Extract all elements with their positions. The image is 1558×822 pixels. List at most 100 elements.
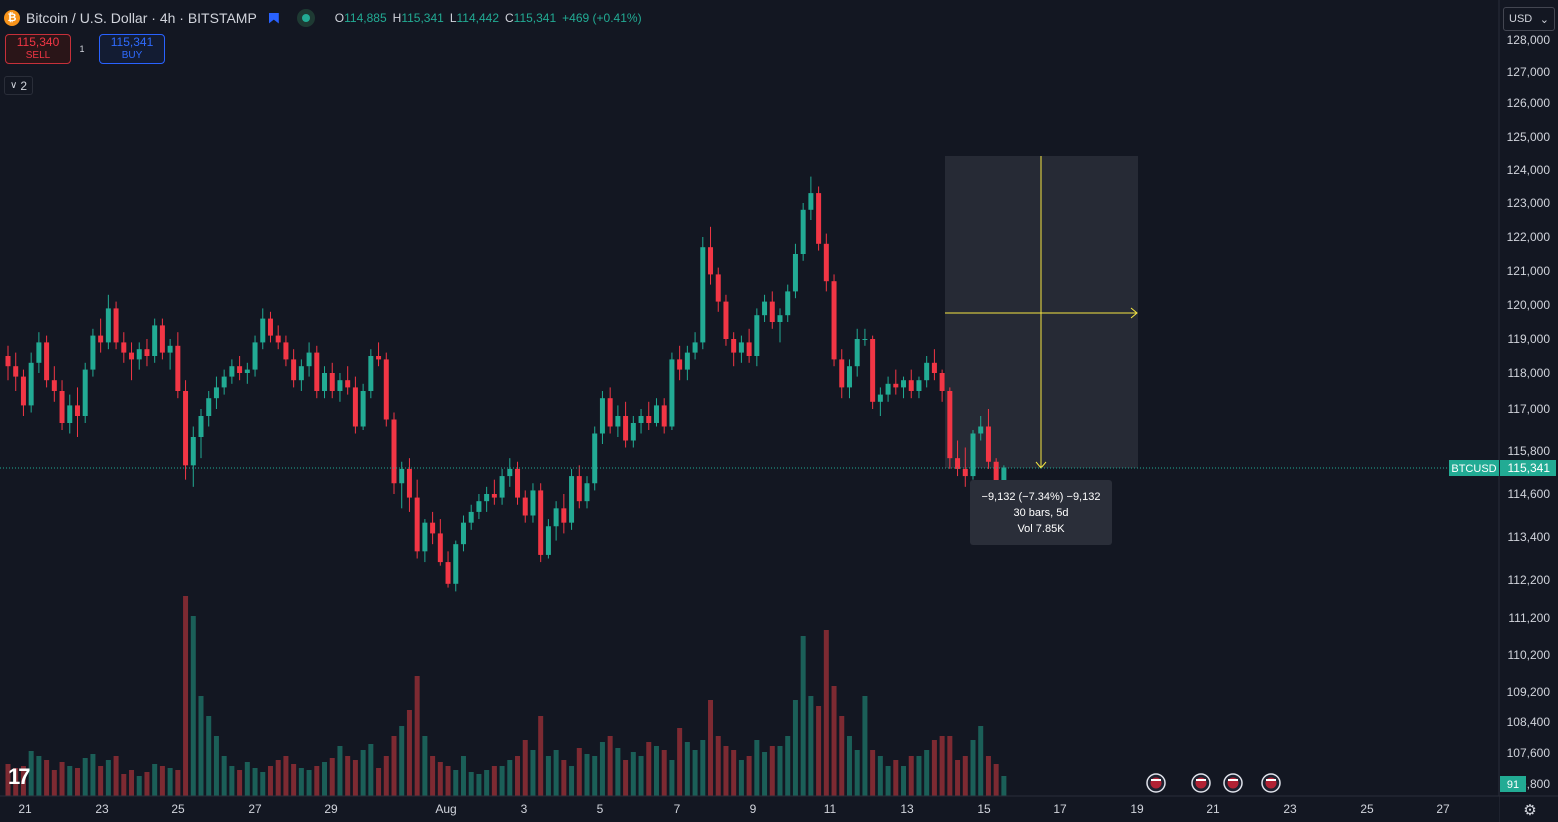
candle-body (175, 345, 181, 391)
volume-badge (1500, 776, 1526, 792)
volume-bar (437, 762, 443, 796)
volume-axis-mask (1527, 776, 1557, 792)
volume-bar (522, 740, 528, 796)
volume-bar (360, 750, 366, 796)
price-tick-label: 108,400 (1507, 715, 1551, 729)
candle-body (916, 380, 922, 391)
volume-bar (345, 756, 351, 796)
time-tick-label: 29 (324, 802, 338, 816)
volume-bar (576, 748, 582, 796)
candle-body (383, 359, 389, 420)
candle-body (167, 345, 173, 353)
trade-buttons: 115,340 SELL 1 115,341 BUY (5, 34, 165, 64)
volume-bar (368, 744, 374, 796)
volume-bar (105, 760, 111, 796)
volume-bar (769, 746, 775, 796)
open-label: O (334, 11, 345, 25)
candle-body (406, 468, 412, 498)
price-tick-label: 123,000 (1507, 196, 1551, 210)
volume-bar (599, 742, 605, 796)
tradingview-logo[interactable]: 17 (8, 764, 31, 789)
volume-bar (267, 766, 273, 796)
sell-button[interactable]: 115,340 SELL (5, 34, 71, 64)
volume-bar (175, 770, 181, 796)
settings-icon[interactable]: ⚙ (1523, 802, 1537, 819)
price-tick-label: 124,000 (1507, 163, 1551, 177)
low-value: 114,442 (456, 11, 500, 25)
candle-body (584, 483, 590, 502)
volume-bar (931, 740, 937, 796)
time-tick-label: 27 (1436, 802, 1450, 816)
measure-change: −9,132 (−7.34%) −9,132 (981, 490, 1101, 503)
volume-bar (306, 770, 312, 796)
volume-bar (785, 736, 791, 796)
volume-bar (978, 726, 984, 796)
symbol-title[interactable]: Bitcoin / U.S. Dollar · 4h · BITSTAMP (26, 10, 257, 26)
buy-button[interactable]: 115,341 BUY (99, 34, 165, 64)
candle-body (74, 405, 80, 416)
volume-bar (13, 768, 19, 796)
candle-body (939, 373, 945, 391)
volume-bar (229, 766, 235, 796)
price-tick-label: 115,800 (1508, 444, 1551, 458)
candle-body (329, 373, 335, 391)
candle-body (260, 318, 266, 343)
candle-body (507, 468, 513, 477)
volume-bar (993, 764, 999, 796)
volume-bar (584, 754, 590, 796)
candle-body (785, 291, 791, 316)
volume-bar (252, 768, 258, 796)
candle-body (576, 476, 582, 502)
volume-bar (399, 726, 405, 796)
close-label: C (505, 11, 514, 25)
volume-bar (237, 770, 243, 796)
event-flag-band (1228, 779, 1238, 781)
volume-bar (121, 774, 127, 796)
candle-body (430, 522, 436, 534)
candle-body (206, 398, 212, 416)
candle-body (445, 562, 451, 584)
candle-body (252, 342, 258, 370)
volume-bar (692, 750, 698, 796)
candle-body (738, 342, 744, 353)
volume-bar (708, 700, 714, 796)
volume-bar (113, 756, 119, 796)
volume-bar (152, 764, 158, 796)
volume-bar (183, 596, 189, 796)
open-value: 114,885 (344, 11, 387, 25)
volume-bar (44, 760, 50, 796)
currency-select[interactable]: USD ⌄ (1503, 7, 1555, 31)
time-tick-label: 5 (597, 802, 604, 816)
volume-bar (731, 750, 737, 796)
volume-bar (862, 696, 868, 796)
candle-body (754, 315, 760, 356)
candle-body (530, 490, 536, 516)
candle-body (731, 339, 737, 353)
flag-icon[interactable] (268, 12, 279, 24)
volume-bar (893, 760, 899, 796)
candle-body (908, 380, 914, 391)
price-tick-label: 126,000 (1507, 96, 1551, 110)
time-tick-label: Aug (435, 802, 456, 816)
volume-bar (885, 766, 891, 796)
candle-body (183, 391, 189, 466)
price-tick-label: 117,000 (1508, 402, 1551, 416)
indicators-toggle[interactable]: ∨ 2 (4, 76, 33, 95)
candle-body (1001, 467, 1007, 484)
market-status-icon[interactable] (296, 9, 315, 27)
candle-body (59, 391, 65, 423)
sell-price: 115,340 (16, 35, 60, 49)
candle-body (808, 193, 814, 210)
high-value: 115,341 (401, 11, 444, 25)
volume-bar (28, 751, 34, 796)
volume-bar (414, 676, 420, 796)
volume-bar (1001, 776, 1007, 796)
volume-bar (553, 750, 559, 796)
measure-tooltip: −9,132 (−7.34%) −9,132 30 bars, 5d Vol 7… (970, 480, 1112, 545)
time-tick-label: 7 (674, 802, 681, 816)
candle-body (769, 301, 775, 322)
volume-bar (545, 756, 551, 796)
candle-body (677, 359, 683, 370)
volume-bar (221, 756, 227, 796)
